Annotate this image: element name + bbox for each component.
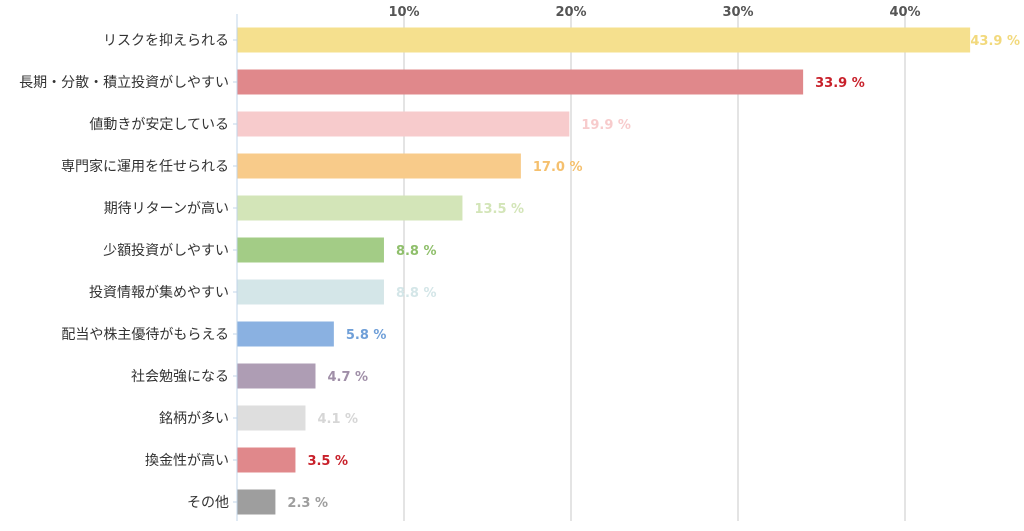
data-label: 13.5 %: [474, 202, 524, 217]
data-label: 8.8 %: [396, 244, 437, 259]
x-tick-label: 10%: [388, 5, 419, 20]
bar: [237, 111, 570, 137]
bar: [237, 195, 463, 221]
category-label: 値動きが安定している: [89, 117, 229, 133]
x-tick-label: 30%: [722, 5, 753, 20]
category-label: 銘柄が多い: [159, 410, 229, 427]
data-label: 43.9 %: [970, 34, 1020, 49]
category-label: 換金性が高い: [145, 452, 229, 469]
bar: [237, 321, 334, 347]
category-label: 期待リターンが高い: [104, 200, 229, 217]
bar: [237, 489, 276, 515]
data-label: 4.7 %: [327, 370, 368, 385]
grid-layer: [403, 14, 906, 521]
category-label: 専門家に運用を任せられる: [61, 158, 229, 175]
category-label: 少額投資がしやすい: [103, 243, 229, 259]
data-label: 17.0 %: [533, 160, 583, 175]
bar: [237, 279, 384, 305]
category-label: リスクを抑えられる: [103, 33, 229, 49]
data-label: 3.5 %: [307, 454, 348, 469]
data-label: 19.9 %: [581, 118, 631, 133]
bar: [237, 237, 384, 263]
category-label: 社会勉強になる: [131, 369, 229, 385]
axis-layer: 10% 20% 30% 40%: [233, 5, 921, 521]
category-label: 長期・分散・積立投資がしやすい: [19, 75, 229, 91]
data-label: 4.1 %: [317, 412, 358, 427]
x-tick-label: 40%: [889, 5, 920, 20]
data-label: 2.3 %: [287, 496, 328, 511]
bar: [237, 153, 521, 179]
category-label: 投資情報が集めやすい: [89, 284, 229, 301]
labels-layer: リスクを抑えられる 43.9 % 長期・分散・積立投資がしやすい 33.9 % 値動きが…: [19, 33, 1020, 511]
data-label: 8.8 %: [396, 286, 437, 301]
bars-layer: [237, 27, 971, 515]
category-label: その他: [187, 495, 229, 511]
x-tick-label: 20%: [555, 5, 586, 20]
bar: [237, 27, 971, 53]
bar: [237, 447, 296, 473]
bar: [237, 363, 316, 389]
category-label: 配当や株主優待がもらえる: [61, 327, 229, 343]
bar: [237, 69, 804, 95]
bar: [237, 405, 306, 431]
data-label: 5.8 %: [346, 328, 387, 343]
data-label: 33.9 %: [815, 76, 865, 91]
